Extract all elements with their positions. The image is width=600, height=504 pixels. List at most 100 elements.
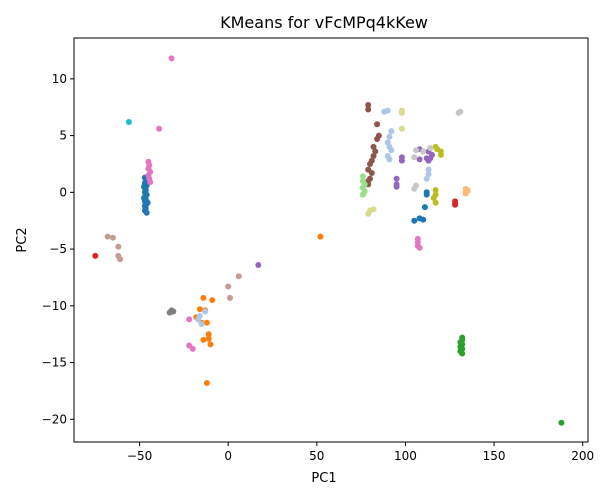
x-tick-label: 50 <box>309 449 324 463</box>
data-point <box>432 187 439 194</box>
data-point <box>420 216 427 223</box>
data-point <box>141 183 147 190</box>
data-point <box>117 256 124 263</box>
y-tick-label: −5 <box>49 242 67 256</box>
data-point <box>141 195 147 201</box>
data-point <box>398 109 405 116</box>
y-tick-label: 0 <box>59 185 67 199</box>
chart-title: KMeans for vFcMPq4kKew <box>220 13 428 32</box>
data-point <box>432 199 439 206</box>
data-point <box>411 217 418 224</box>
data-point <box>459 350 466 357</box>
x-tick-label: −50 <box>127 449 152 463</box>
data-point <box>416 156 423 163</box>
data-points <box>92 55 565 426</box>
data-point <box>372 148 379 155</box>
data-point <box>384 107 391 114</box>
data-point <box>388 128 395 135</box>
data-point <box>425 171 432 178</box>
data-point <box>186 316 193 323</box>
x-tick-label: 150 <box>483 449 506 463</box>
data-point <box>365 106 372 113</box>
data-point <box>196 306 203 313</box>
data-point <box>235 273 242 280</box>
data-point <box>452 201 459 208</box>
data-point <box>367 161 373 167</box>
data-point <box>420 148 427 155</box>
data-point <box>195 316 202 323</box>
data-point <box>398 157 405 164</box>
data-point <box>430 195 437 201</box>
data-point <box>198 321 205 327</box>
y-tick-label: −10 <box>42 299 67 313</box>
data-point <box>168 55 175 62</box>
data-point <box>359 191 366 198</box>
data-point <box>416 244 423 251</box>
data-point <box>386 133 393 140</box>
data-point <box>370 153 377 159</box>
data-point <box>200 336 207 343</box>
y-tick-label: 5 <box>59 129 67 143</box>
data-point <box>413 147 420 154</box>
plot-area <box>73 37 589 443</box>
data-point <box>365 210 372 217</box>
data-point <box>386 156 393 163</box>
data-point <box>144 199 151 206</box>
data-point <box>359 173 366 180</box>
data-point <box>393 183 400 190</box>
data-point <box>92 252 99 259</box>
data-point <box>168 308 175 315</box>
data-point <box>143 209 150 216</box>
data-point <box>398 125 405 132</box>
data-point <box>115 243 122 250</box>
data-point <box>393 175 400 182</box>
data-point <box>203 319 210 326</box>
y-axis-ticks: −20 −15 −10 −5 0 5 10 <box>42 72 74 426</box>
data-point <box>421 204 428 211</box>
x-tick-label: 0 <box>224 449 232 463</box>
x-axis-label: PC1 <box>311 471 336 486</box>
x-tick-label: 100 <box>394 449 417 463</box>
data-point <box>255 262 262 268</box>
data-point <box>384 139 391 146</box>
y-axis-label: PC2 <box>15 227 30 252</box>
data-point <box>411 154 418 161</box>
data-point <box>374 121 381 128</box>
data-point <box>200 294 207 301</box>
data-point <box>104 233 111 240</box>
data-point <box>147 179 154 186</box>
data-point <box>370 143 377 150</box>
data-point <box>203 380 210 386</box>
y-tick-label: −15 <box>42 356 67 370</box>
data-point <box>423 175 430 182</box>
data-point <box>209 297 216 304</box>
data-point <box>189 345 196 352</box>
data-point <box>437 151 444 158</box>
data-point <box>125 119 132 125</box>
data-point <box>110 234 116 241</box>
data-point <box>411 185 418 192</box>
data-point <box>370 206 377 213</box>
data-point <box>156 125 163 132</box>
data-point <box>427 145 434 152</box>
x-axis-ticks: −50 0 50 100 150 200 <box>127 442 594 463</box>
data-point <box>205 331 212 338</box>
data-point <box>225 283 232 290</box>
data-point <box>558 419 565 426</box>
y-tick-label: −20 <box>42 412 67 426</box>
data-point <box>423 189 430 196</box>
data-point <box>317 233 324 240</box>
data-point <box>388 147 395 154</box>
data-point <box>457 108 464 115</box>
data-point <box>365 102 372 108</box>
data-point <box>205 335 212 342</box>
data-point <box>425 166 432 173</box>
x-tick-label: 200 <box>571 449 594 463</box>
y-tick-label: 10 <box>52 72 67 86</box>
data-point <box>374 136 381 142</box>
data-point <box>207 341 214 348</box>
data-point <box>368 170 375 176</box>
data-point <box>462 189 469 196</box>
